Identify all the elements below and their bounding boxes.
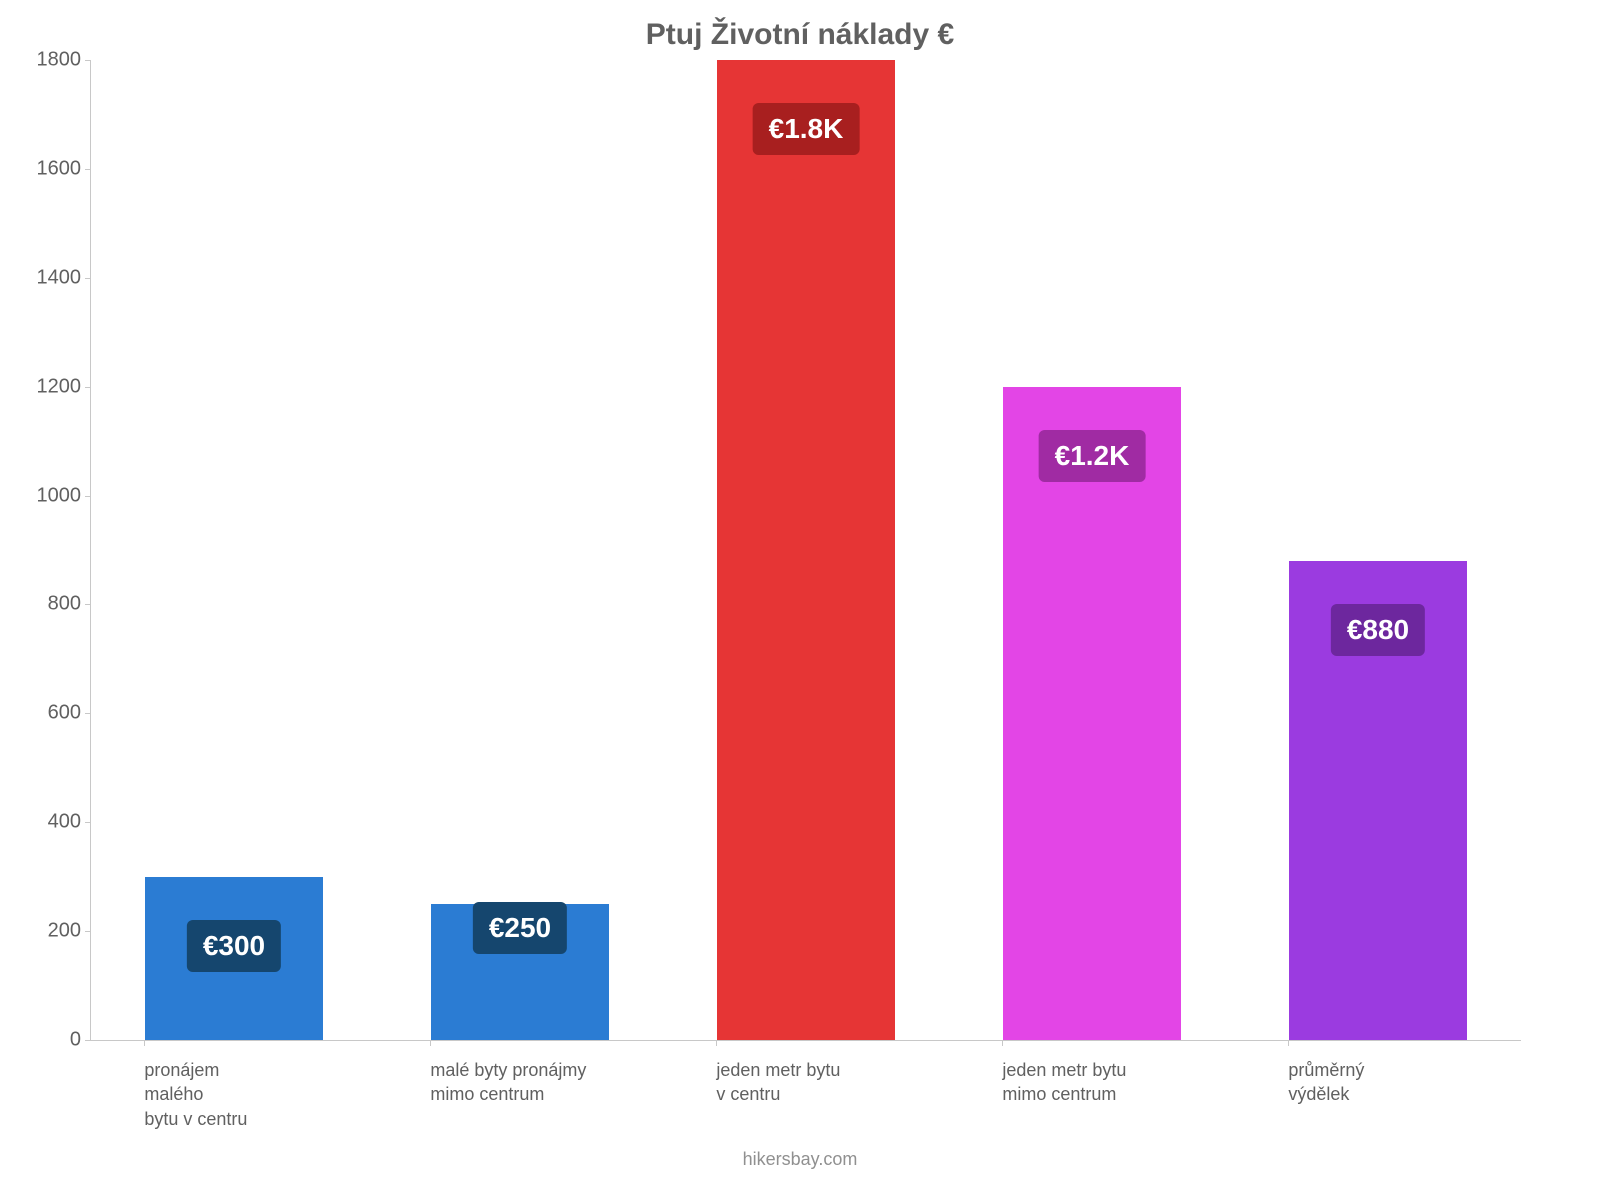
bar-slot: €1.2K (949, 60, 1235, 1040)
x-label: malé byty pronájmymimo centrum (430, 1058, 647, 1107)
bar-slot: €1.8K (663, 60, 949, 1040)
y-tick-label: 800 (21, 593, 81, 616)
bar-value-badge: €250 (473, 902, 567, 954)
bar: €250 (431, 904, 608, 1040)
bar-value-badge: €880 (1331, 604, 1425, 656)
bar: €880 (1289, 561, 1466, 1040)
y-tick-mark (85, 387, 91, 388)
x-label: jeden metr bytuv centru (716, 1058, 933, 1107)
y-tick-mark (85, 496, 91, 497)
x-label: pronájemmaléhobytu v centru (144, 1058, 361, 1131)
bars-group: €300 €250 €1.8K €1.2K €880 (91, 60, 1521, 1040)
bar-value-badge: €1.8K (753, 103, 860, 155)
x-tick-mark (144, 1040, 145, 1046)
bar: €300 (145, 877, 322, 1040)
x-label: jeden metr bytumimo centrum (1002, 1058, 1219, 1107)
bar-value-badge: €1.2K (1039, 430, 1146, 482)
y-tick-mark (85, 713, 91, 714)
x-label: průměrnývýdělek (1288, 1058, 1505, 1107)
chart-footer: hikersbay.com (0, 1149, 1600, 1170)
y-tick-label: 1200 (21, 375, 81, 398)
y-tick-label: 1600 (21, 157, 81, 180)
y-tick-label: 1400 (21, 266, 81, 289)
y-tick-mark (85, 931, 91, 932)
bar: €1.2K (1003, 387, 1180, 1040)
bar: €1.8K (717, 60, 894, 1040)
y-tick-mark (85, 822, 91, 823)
bar-slot: €880 (1235, 60, 1521, 1040)
y-tick-mark (85, 169, 91, 170)
y-tick-mark (85, 1040, 91, 1041)
x-tick-mark (716, 1040, 717, 1046)
y-tick-label: 1000 (21, 484, 81, 507)
y-tick-mark (85, 278, 91, 279)
bar-slot: €250 (377, 60, 663, 1040)
chart-container: Ptuj Životní náklady € €300 €250 €1.8K €1.2… (0, 0, 1600, 1200)
chart-title: Ptuj Životní náklady € (0, 18, 1600, 52)
bar-value-badge: €300 (187, 920, 281, 972)
x-tick-mark (430, 1040, 431, 1046)
y-tick-label: 400 (21, 811, 81, 834)
y-tick-label: 1800 (21, 49, 81, 72)
y-tick-label: 200 (21, 920, 81, 943)
x-tick-mark (1002, 1040, 1003, 1046)
x-tick-mark (1288, 1040, 1289, 1046)
bar-slot: €300 (91, 60, 377, 1040)
y-tick-mark (85, 60, 91, 61)
y-tick-mark (85, 604, 91, 605)
y-tick-label: 0 (21, 1029, 81, 1052)
plot-area: €300€250€1.8K€1.2K€880 02004006008001000… (90, 60, 1521, 1041)
y-tick-label: 600 (21, 702, 81, 725)
